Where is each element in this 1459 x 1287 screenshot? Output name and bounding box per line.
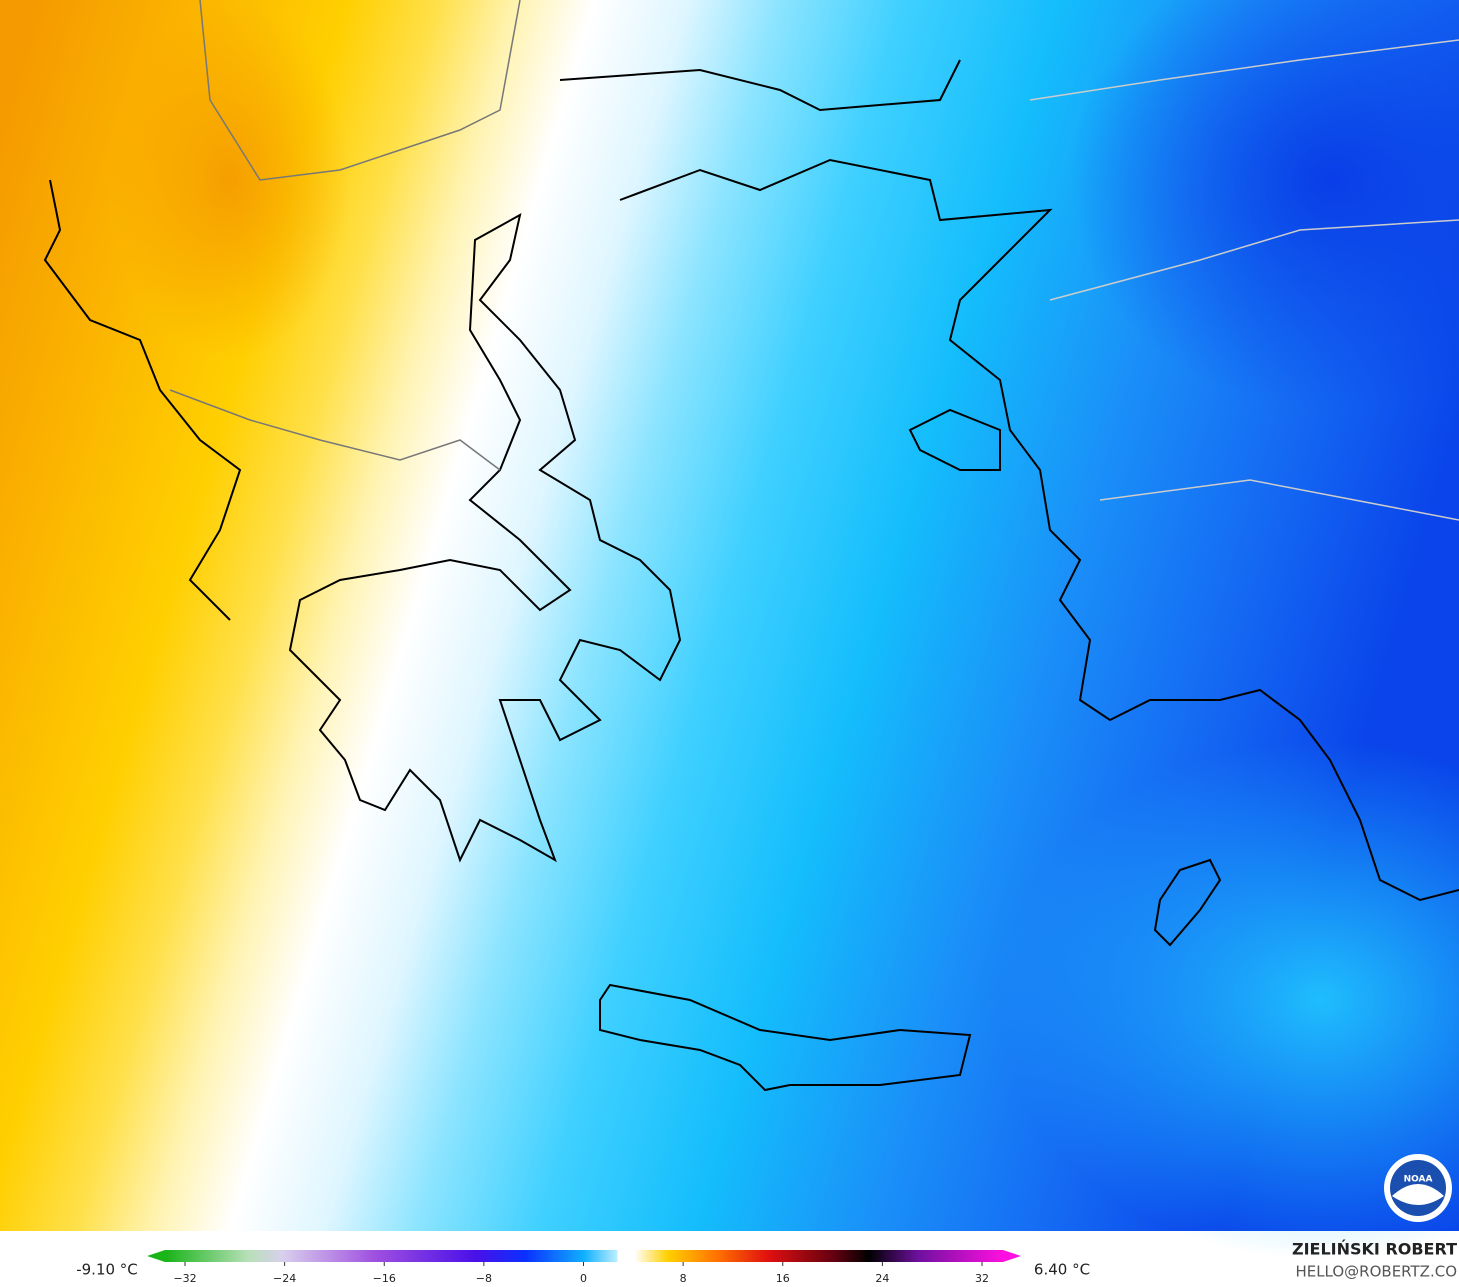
tick-label: 24 [875, 1272, 889, 1285]
noaa-logo: NOAA [1384, 1154, 1452, 1222]
milder-area [1000, 740, 1459, 1260]
min-value: -9.10 °C [76, 1261, 138, 1279]
email: HELLO@ROBERTZ.CO [1295, 1263, 1457, 1281]
greece-mainland [288, 213, 682, 863]
tick-label: −32 [173, 1272, 196, 1285]
tick-label: 0 [580, 1272, 587, 1285]
colorbar-ticks: −32 −24 −16 −8 0 8 16 24 32 [173, 1262, 989, 1285]
border [1099, 479, 1459, 521]
lesbos [908, 408, 1001, 471]
colorbar-low-end [147, 1250, 165, 1262]
logo-wave [1392, 1184, 1444, 1205]
coastlines [43, 59, 1459, 1092]
map: NOAA [0, 0, 1459, 1260]
border [169, 389, 501, 471]
borders [169, 0, 1459, 521]
adriatic-coast [43, 179, 242, 621]
border [1049, 219, 1459, 301]
turkey-coast [619, 158, 1459, 902]
tick-label: −16 [373, 1272, 396, 1285]
tick-label: 8 [680, 1272, 687, 1285]
logo-text: NOAA [1404, 1175, 1433, 1185]
cold-area [1070, 0, 1459, 410]
tick-label: −8 [476, 1272, 492, 1285]
tick-label: 32 [975, 1272, 989, 1285]
max-value: 6.40 °C [1034, 1261, 1090, 1279]
warm-area [110, 0, 350, 360]
border [199, 0, 521, 181]
colorbar [165, 1250, 1003, 1262]
tick-label: −24 [273, 1272, 296, 1285]
crete [599, 983, 972, 1092]
legend-bar: -9.10 °C 6.40 °C −32 −24 −16 −8 0 8 16 24 32 ZIE… [76, 1240, 1457, 1286]
rhodes [1153, 858, 1222, 947]
tick-label: 16 [776, 1272, 790, 1285]
colorbar-high-end [1003, 1250, 1021, 1262]
border [1029, 39, 1459, 101]
author: ZIELIŃSKI ROBERT [1292, 1240, 1457, 1259]
black-sea-coast [559, 59, 961, 112]
